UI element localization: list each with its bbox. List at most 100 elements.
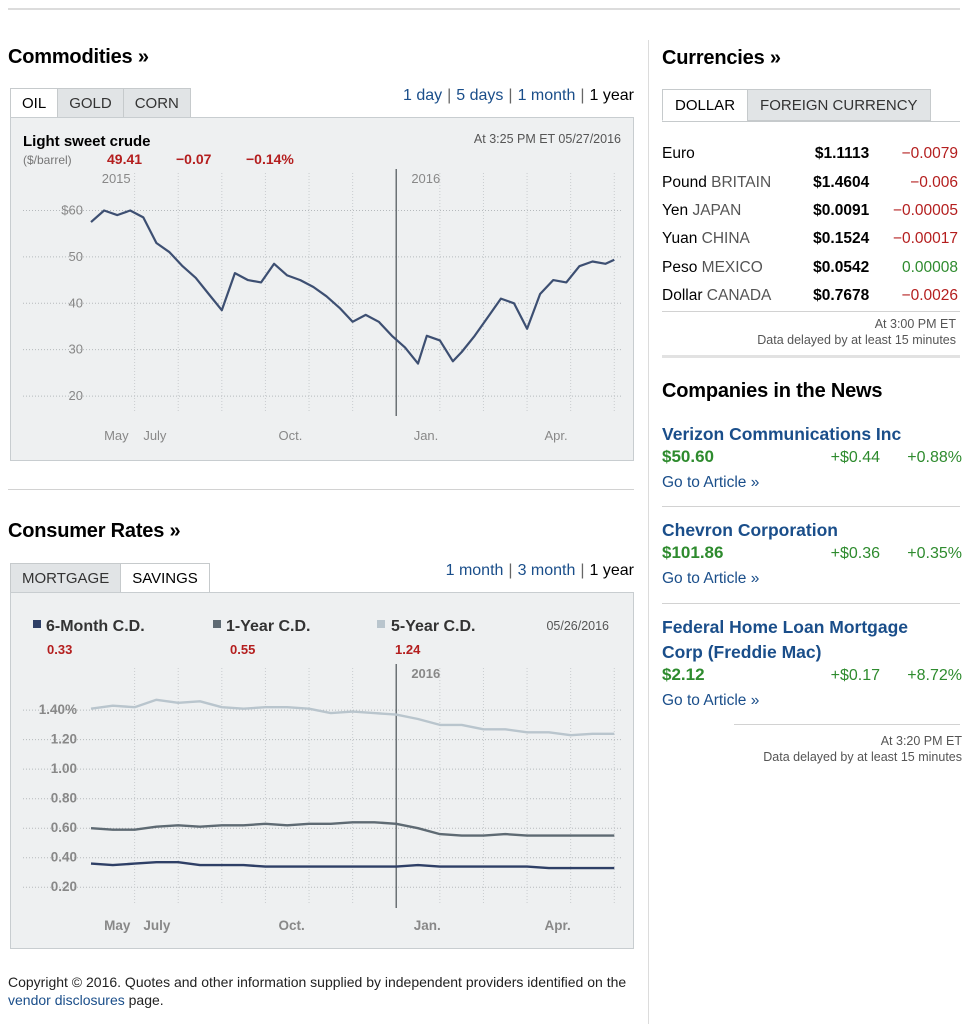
- company-item: Chevron Corporation $101.86 +$0.36 +0.35…: [662, 518, 962, 588]
- series-line: [90, 861, 615, 870]
- commodities-title[interactable]: Commodities »: [8, 46, 149, 68]
- y-tick-label: 50: [69, 249, 83, 264]
- currency-price: $1.1113: [814, 145, 870, 163]
- y-tick-label: 0.80: [51, 791, 77, 806]
- rates-chart-panel: 6-Month C.D. 0.33 1-Year C.D. 0.55 5-Yea…: [10, 592, 634, 949]
- currency-rows: Euro $1.1113 −0.0079 Pound BRITAIN $1.4604 −…: [662, 140, 958, 310]
- oil-chart-name: Light sweet crude: [23, 133, 151, 150]
- oil-chart-panel: Light sweet crude ($/barrel) 49.41 −0.07…: [10, 117, 634, 461]
- company-pct: +0.35%: [907, 545, 962, 562]
- currency-country: JAPAN: [692, 201, 742, 219]
- company-name-link[interactable]: Verizon Communications Inc: [662, 424, 902, 444]
- tab-foreign-currency[interactable]: FOREIGN CURRENCY: [747, 89, 931, 121]
- currency-row: Dollar CANADA $0.7678 −0.0026: [662, 282, 958, 310]
- consumer-tabs: MORTGAGE SAVINGS: [10, 563, 210, 593]
- news-stamp: At 3:20 PM ET Data delayed by at least 1…: [763, 733, 962, 765]
- company-item-quote: $2.12 +$0.17 +8.72% Go to Article »: [662, 665, 962, 710]
- currency-price: $0.7678: [813, 287, 870, 305]
- currency-change: 0.00008: [901, 258, 958, 276]
- go-to-article-link[interactable]: Go to Article »: [662, 474, 760, 491]
- currency-price: $0.0091: [813, 201, 870, 219]
- oil-pct: −0.14%: [246, 151, 294, 167]
- company-name-link[interactable]: Federal Home Loan Mortgage Corp (Freddie…: [662, 617, 909, 662]
- currencies-title[interactable]: Currencies »: [662, 47, 781, 69]
- currency-row: Yen JAPAN $0.0091 −0.00005: [662, 197, 958, 225]
- year-label: 2016: [411, 171, 440, 186]
- y-tick-label: 1.00: [51, 761, 77, 776]
- company-price: $2.12: [662, 665, 705, 684]
- consumer-rates-title[interactable]: Consumer Rates »: [8, 520, 181, 542]
- consumer-range-selector: 1 month | 3 month | 1 year: [445, 562, 634, 579]
- currency-stamp-time: At 3:00 PM ET: [874, 317, 956, 331]
- go-to-article-link[interactable]: Go to Article »: [662, 692, 760, 709]
- currency-country: CANADA: [706, 287, 772, 305]
- oil-price: 49.41: [107, 151, 142, 167]
- range-5-days[interactable]: 5 days: [456, 87, 504, 104]
- company-change: +$0.36: [830, 545, 880, 562]
- x-tick-label: Jan.: [414, 918, 441, 933]
- currency-label: Yen: [662, 201, 689, 219]
- currency-tab-baseline: [662, 121, 960, 122]
- company-pct: +8.72%: [907, 667, 962, 684]
- range-1-month[interactable]: 1 month: [517, 87, 576, 104]
- x-tick-label: May: [104, 428, 129, 443]
- copyright-notice: Copyright © 2016. Quotes and other infor…: [8, 973, 628, 1009]
- currency-tabs: DOLLAR FOREIGN CURRENCY: [662, 89, 931, 121]
- tab-dollar[interactable]: DOLLAR: [662, 89, 748, 121]
- currency-label: Yuan: [662, 230, 698, 248]
- x-tick-label: Oct.: [279, 918, 305, 933]
- currency-change: −0.0079: [901, 145, 958, 163]
- x-tick-label: July: [143, 918, 171, 933]
- y-tick-label: 20: [69, 388, 83, 403]
- legend-swatch-1-year: [213, 620, 221, 628]
- range-1-day[interactable]: 1 day: [402, 87, 443, 104]
- top-divider: [8, 8, 960, 10]
- company-quote: $2.12 +$0.17 +8.72%: [662, 665, 962, 689]
- legend-5-year-value: 1.24: [395, 642, 421, 657]
- legend-swatch-6-month: [33, 620, 41, 628]
- vendor-disclosures-link[interactable]: vendor disclosures: [8, 992, 125, 1008]
- range-1-year[interactable]: 1 year: [589, 562, 634, 579]
- tab-oil[interactable]: OIL: [10, 88, 58, 118]
- series-line: [90, 209, 615, 365]
- tab-corn[interactable]: CORN: [122, 88, 191, 118]
- currency-country: MEXICO: [701, 258, 763, 276]
- currency-label: Euro: [662, 145, 695, 163]
- x-tick-label: Oct.: [279, 428, 303, 443]
- tab-gold[interactable]: GOLD: [57, 88, 123, 118]
- y-tick-label: 40: [69, 295, 83, 310]
- commodity-range-selector: 1 day | 5 days | 1 month | 1 year: [402, 87, 634, 104]
- series-line: [90, 698, 615, 737]
- currency-stamp: At 3:00 PM ET Data delayed by at least 1…: [757, 316, 956, 348]
- copyright-text-end: page.: [124, 992, 164, 1008]
- tab-mortgage[interactable]: MORTGAGE: [10, 563, 121, 593]
- currency-change: −0.0026: [901, 287, 958, 305]
- x-tick-label: Apr.: [545, 918, 571, 933]
- currency-label: Pound: [662, 173, 707, 191]
- y-tick-label: 0.60: [51, 820, 77, 835]
- currency-name: Yuan CHINA: [662, 225, 798, 253]
- tab-savings[interactable]: SAVINGS: [120, 563, 210, 593]
- company-price: $101.86: [662, 543, 724, 562]
- currency-change: −0.00005: [892, 201, 958, 219]
- range-1-year[interactable]: 1 year: [589, 87, 634, 104]
- currency-country: BRITAIN: [711, 173, 772, 191]
- series-line: [90, 821, 615, 837]
- currency-table: Euro $1.1113 −0.0079 Pound BRITAIN $1.4604 −…: [662, 140, 958, 310]
- commodity-tabs: OIL GOLD CORN: [10, 88, 191, 118]
- rates-chart: 6-Month C.D. 0.33 1-Year C.D. 0.55 5-Yea…: [23, 618, 623, 933]
- currency-price: $0.1524: [813, 230, 870, 248]
- x-tick-label: May: [104, 918, 131, 933]
- y-tick-label: 1.20: [51, 732, 77, 747]
- currency-country: CHINA: [701, 230, 750, 248]
- currency-row: Peso MEXICO $0.0542 0.00008: [662, 254, 958, 282]
- go-to-article-link[interactable]: Go to Article »: [662, 570, 760, 587]
- range-1-month[interactable]: 1 month: [445, 562, 504, 579]
- company-name-link[interactable]: Chevron Corporation: [662, 520, 838, 540]
- oil-chart: Light sweet crude ($/barrel) 49.41 −0.07…: [23, 132, 623, 443]
- y-tick-label: 30: [69, 342, 83, 357]
- year-label: 2016: [411, 666, 440, 681]
- currency-name: Peso MEXICO: [662, 254, 798, 282]
- range-3-month[interactable]: 3 month: [517, 562, 576, 579]
- company-quote: $101.86 +$0.36 +0.35%: [662, 543, 962, 567]
